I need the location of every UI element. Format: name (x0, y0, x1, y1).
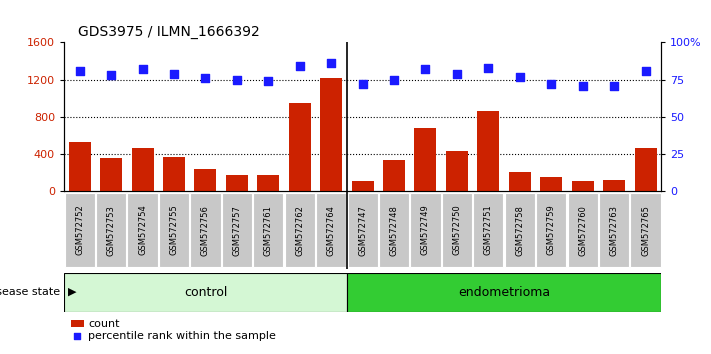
FancyBboxPatch shape (347, 273, 661, 312)
Point (545, 81, 557, 87)
Bar (132, 148, 154, 191)
Text: GSM572764: GSM572764 (326, 205, 336, 256)
Bar (100, 158, 122, 191)
FancyBboxPatch shape (442, 193, 472, 268)
Point (357, 81, 368, 87)
FancyBboxPatch shape (64, 273, 347, 312)
Text: count: count (88, 319, 119, 329)
Text: GSM572754: GSM572754 (138, 205, 147, 256)
Text: GSM572747: GSM572747 (358, 205, 367, 256)
Text: control: control (183, 286, 227, 298)
Point (169, 71, 180, 76)
Point (514, 74, 525, 80)
Bar (194, 169, 216, 191)
Bar (320, 78, 342, 191)
Bar (509, 172, 531, 191)
Point (262, 78, 274, 84)
Text: endometrioma: endometrioma (458, 286, 550, 298)
Bar (71, 320, 84, 327)
Text: GSM572751: GSM572751 (484, 205, 493, 256)
Point (640, 68, 651, 74)
FancyBboxPatch shape (536, 193, 566, 268)
Text: GSM572759: GSM572759 (547, 205, 556, 256)
Bar (289, 103, 311, 191)
Bar (226, 175, 248, 191)
Bar (572, 181, 594, 191)
FancyBboxPatch shape (65, 193, 95, 268)
Text: GSM572761: GSM572761 (264, 205, 273, 256)
FancyBboxPatch shape (505, 193, 535, 268)
Bar (383, 160, 405, 191)
Text: GSM572756: GSM572756 (201, 205, 210, 256)
Bar (257, 175, 279, 191)
Text: GSM572760: GSM572760 (578, 205, 587, 256)
Bar (603, 180, 625, 191)
FancyBboxPatch shape (410, 193, 441, 268)
Point (388, 77, 400, 82)
Text: GSM572752: GSM572752 (75, 205, 84, 256)
FancyBboxPatch shape (96, 193, 127, 268)
Point (451, 71, 463, 76)
Point (294, 63, 306, 69)
Point (137, 67, 149, 72)
Text: GSM572753: GSM572753 (107, 205, 116, 256)
Point (105, 72, 117, 78)
Point (231, 77, 242, 82)
FancyBboxPatch shape (348, 193, 378, 268)
Point (609, 83, 620, 88)
Point (419, 67, 431, 72)
FancyBboxPatch shape (599, 193, 629, 268)
Text: GSM572765: GSM572765 (641, 205, 650, 256)
FancyBboxPatch shape (253, 193, 284, 268)
FancyBboxPatch shape (631, 193, 661, 268)
Bar (634, 148, 656, 191)
Point (74, 68, 85, 74)
Text: GSM572748: GSM572748 (390, 205, 399, 256)
FancyBboxPatch shape (127, 193, 158, 268)
FancyBboxPatch shape (222, 193, 252, 268)
FancyBboxPatch shape (316, 193, 346, 268)
FancyBboxPatch shape (159, 193, 189, 268)
Text: GSM572758: GSM572758 (515, 205, 524, 256)
Text: GSM572750: GSM572750 (452, 205, 461, 256)
Bar (415, 128, 437, 191)
Text: GSM572762: GSM572762 (295, 205, 304, 256)
FancyBboxPatch shape (474, 193, 503, 268)
Bar (69, 142, 91, 191)
FancyBboxPatch shape (191, 193, 220, 268)
Point (200, 75, 211, 81)
Text: GSM572755: GSM572755 (169, 205, 178, 256)
FancyBboxPatch shape (379, 193, 409, 268)
Text: GDS3975 / ILMN_1666392: GDS3975 / ILMN_1666392 (78, 25, 260, 39)
Bar (477, 111, 499, 191)
Text: percentile rank within the sample: percentile rank within the sample (88, 331, 276, 341)
Bar (446, 151, 468, 191)
Bar (163, 157, 185, 191)
Bar (352, 181, 373, 191)
FancyBboxPatch shape (284, 193, 315, 268)
Point (326, 61, 337, 66)
Bar (540, 177, 562, 191)
Text: disease state: disease state (0, 287, 60, 297)
Point (577, 83, 588, 88)
Text: GSM572757: GSM572757 (232, 205, 241, 256)
Point (483, 65, 494, 70)
Text: GSM572763: GSM572763 (609, 205, 619, 256)
Text: GSM572749: GSM572749 (421, 205, 430, 256)
FancyBboxPatch shape (567, 193, 598, 268)
Text: ▶: ▶ (68, 287, 76, 297)
